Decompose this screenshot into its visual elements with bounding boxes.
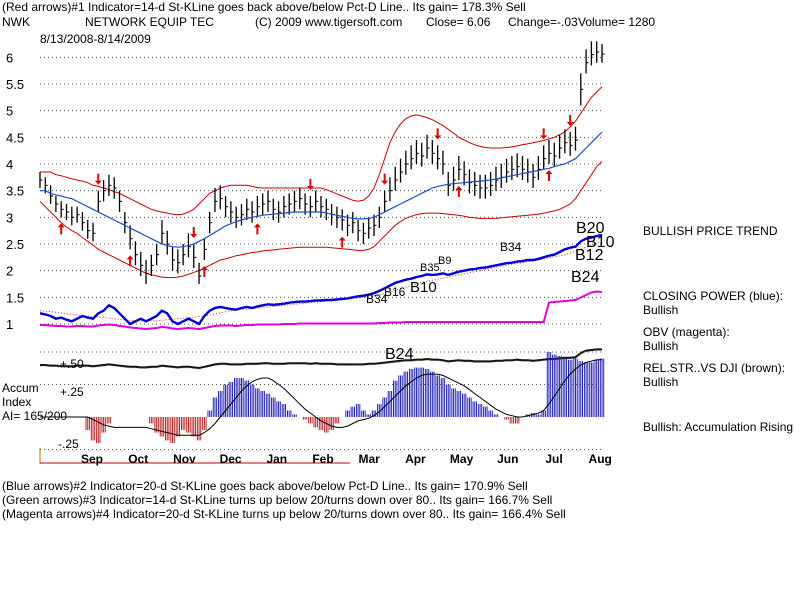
x-tick-label: Mar bbox=[359, 452, 381, 466]
x-axis: Sep Oct Nov Dec Jan Feb Mar Apr May Jun Jul Aug bbox=[39, 448, 612, 466]
signal-label-b35: B35 bbox=[420, 262, 440, 274]
footer-green-line: (Green arrows)#3 Indicator=14-d St-KLine… bbox=[2, 493, 553, 507]
red-buy-arrow-head bbox=[253, 223, 261, 228]
signal-label-b12: B12 bbox=[575, 247, 604, 264]
moving-average bbox=[40, 131, 603, 248]
x-tick-label: Oct bbox=[128, 452, 148, 466]
red-buy-arrow-head bbox=[338, 236, 346, 241]
red-sell-arrow-head bbox=[540, 135, 548, 140]
accum-status: Bullish: Accumulation Rising bbox=[643, 420, 794, 434]
y-tick-label: 6 bbox=[6, 50, 13, 65]
y-tick-label: 4 bbox=[6, 157, 13, 172]
y-tick-label: 3.5 bbox=[6, 184, 24, 199]
closing-power-line bbox=[39, 233, 603, 326]
signal-arrows bbox=[57, 115, 574, 277]
header-indicator-line: (Red arrows)#1 Indicator=14-d St-KLine g… bbox=[2, 0, 526, 14]
x-tick-label: Apr bbox=[405, 452, 426, 466]
y-tick-label: 2.5 bbox=[6, 237, 24, 252]
x-tick-label: Jan bbox=[266, 452, 287, 466]
ma-line bbox=[40, 131, 603, 248]
x-tick-label: Dec bbox=[220, 452, 242, 466]
copyright-label: (C) 2009 www.tigersoft.com bbox=[255, 15, 403, 29]
signal-label-b16: B16 bbox=[384, 285, 406, 299]
closing-power-panel bbox=[39, 233, 603, 326]
band-upper-line bbox=[40, 86, 603, 216]
obv-status: Bullish bbox=[643, 339, 679, 353]
price-gridlines bbox=[40, 56, 602, 325]
footer-magenta-line: (Magenta arrows)#4 Indicator=20-d St-KLi… bbox=[2, 507, 566, 521]
accum-ai-label: AI= 165/200 bbox=[2, 409, 68, 423]
band-lower-line bbox=[39, 160, 603, 279]
signal-label-b34: B34 bbox=[366, 292, 388, 306]
accumulation-panel bbox=[40, 351, 605, 450]
red-buy-arrow-head bbox=[545, 170, 553, 174]
company-name: NETWORK EQUIP TEC bbox=[85, 15, 214, 29]
relstr-label: REL.STR..VS DJI (brown): bbox=[643, 361, 786, 375]
y-tick-label: 4.5 bbox=[6, 130, 24, 145]
x-tick-label: Jul bbox=[545, 452, 562, 466]
accum-title-2: Index bbox=[2, 395, 32, 409]
relative-strength-panel bbox=[40, 348, 602, 370]
y-tick-label: 5 bbox=[6, 104, 13, 119]
red-buy-arrow-head bbox=[455, 186, 463, 190]
change-label: Change=-.03 bbox=[508, 15, 578, 29]
accum-plus25-label: +.25 bbox=[60, 385, 84, 399]
y-tick-label: 3 bbox=[6, 210, 13, 225]
footer-blue-line: (Blue arrows)#2 Indicator=20-d St-KLine … bbox=[2, 479, 528, 493]
y-tick-label: 1 bbox=[6, 317, 13, 332]
price-bars bbox=[39, 41, 605, 284]
accum-title-1: Accum bbox=[2, 381, 39, 395]
y-tick-label: 5.5 bbox=[6, 77, 24, 92]
signal-label-b10: B10 bbox=[586, 234, 615, 251]
red-sell-arrow-head bbox=[381, 180, 389, 185]
closing-power-status: Bullish bbox=[643, 303, 679, 317]
price-y-axis: 6 5.5 5 4.5 4 3.5 3 2.5 2 1.5 1 bbox=[6, 50, 24, 332]
red-buy-arrow-head bbox=[200, 266, 208, 270]
obv-panel bbox=[40, 290, 603, 331]
relstr-ma-line bbox=[40, 349, 602, 370]
signal-label-b10: B10 bbox=[410, 279, 437, 296]
y-tick-label: 1.5 bbox=[6, 290, 24, 305]
accum-plus50-label: +.50 bbox=[60, 357, 84, 371]
accum-minus25-label: -.25 bbox=[58, 437, 79, 451]
obv-label: OBV (magenta): bbox=[643, 325, 730, 339]
accum-ma-line bbox=[40, 359, 602, 436]
obv-line bbox=[40, 290, 603, 331]
signal-label-b20: B20 bbox=[576, 220, 605, 237]
x-tick-label: Feb bbox=[312, 452, 333, 466]
red-sell-arrow-head bbox=[94, 180, 102, 185]
relstr-line bbox=[40, 348, 602, 370]
x-tick-label: Nov bbox=[173, 452, 196, 466]
signal-label-b34: B34 bbox=[500, 240, 522, 254]
signal-label-b9: B9 bbox=[438, 255, 451, 267]
volume-label: Volume= 1280 bbox=[578, 15, 656, 29]
red-sell-arrow-head bbox=[434, 135, 442, 140]
red-sell-arrow-head bbox=[306, 186, 314, 190]
relstr-status: Bullish bbox=[643, 375, 679, 389]
closing-power-label: CLOSING POWER (blue): bbox=[643, 289, 784, 303]
x-tick-label: Aug bbox=[589, 452, 612, 466]
x-tick-label: Sep bbox=[81, 452, 103, 466]
red-sell-arrow-head bbox=[566, 122, 574, 126]
red-buy-arrow-head bbox=[126, 255, 134, 260]
close-label: Close= 6.06 bbox=[426, 15, 491, 29]
signal-label-b24: B24 bbox=[385, 346, 414, 363]
x-tick-label: May bbox=[450, 452, 474, 466]
y-tick-label: 2 bbox=[6, 264, 13, 279]
date-range-label: 8/13/2008-8/14/2009 bbox=[40, 32, 151, 46]
trend-label: BULLISH PRICE TREND bbox=[643, 224, 778, 238]
red-sell-arrow-head bbox=[190, 234, 198, 238]
red-buy-arrow-head bbox=[57, 223, 65, 228]
symbol-label: NWK bbox=[2, 15, 30, 29]
signal-label-b24: B24 bbox=[571, 269, 600, 286]
x-tick-label: Jun bbox=[497, 452, 518, 466]
price-bands bbox=[39, 86, 603, 279]
